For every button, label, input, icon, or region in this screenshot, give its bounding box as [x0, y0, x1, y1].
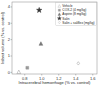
y-tick-label: 1 — [8, 53, 11, 58]
y-tick-label: 2 — [8, 37, 11, 42]
point — [77, 62, 80, 65]
y-axis-label: Infarct volume (% vs. control) — [0, 11, 5, 63]
point — [39, 42, 43, 46]
legend: VehicleCOX-2 (4 mg/kg)Aspirin (8 mg/kg)S… — [56, 3, 96, 26]
legend-swatch — [58, 21, 60, 24]
legend-swatch — [58, 5, 61, 8]
legend-label: Salin + sali8ex (mg/kg) — [62, 21, 94, 25]
legend-swatch — [58, 13, 61, 16]
y-tick-label: 4 — [8, 4, 11, 9]
y-tick — [11, 23, 13, 24]
x-axis-label: Intracerebral hemorrhage (% vs. control) — [19, 80, 91, 85]
x-tick-label: 1.6 — [90, 76, 96, 81]
point — [26, 66, 29, 69]
y-tick-label: 0 — [8, 70, 11, 75]
y-tick — [11, 56, 13, 57]
y-tick — [11, 39, 13, 40]
point — [37, 7, 42, 12]
y-tick — [11, 72, 13, 73]
legend-swatch — [57, 16, 61, 20]
y-tick-label: 3 — [8, 21, 11, 26]
y-tick — [11, 6, 13, 7]
legend-swatch — [58, 9, 60, 11]
plot-frame — [12, 2, 97, 74]
chart: 0.81.01.21.41.601234Intracerebral hemorr… — [0, 0, 100, 86]
point — [17, 70, 21, 74]
legend-frame — [56, 3, 96, 26]
